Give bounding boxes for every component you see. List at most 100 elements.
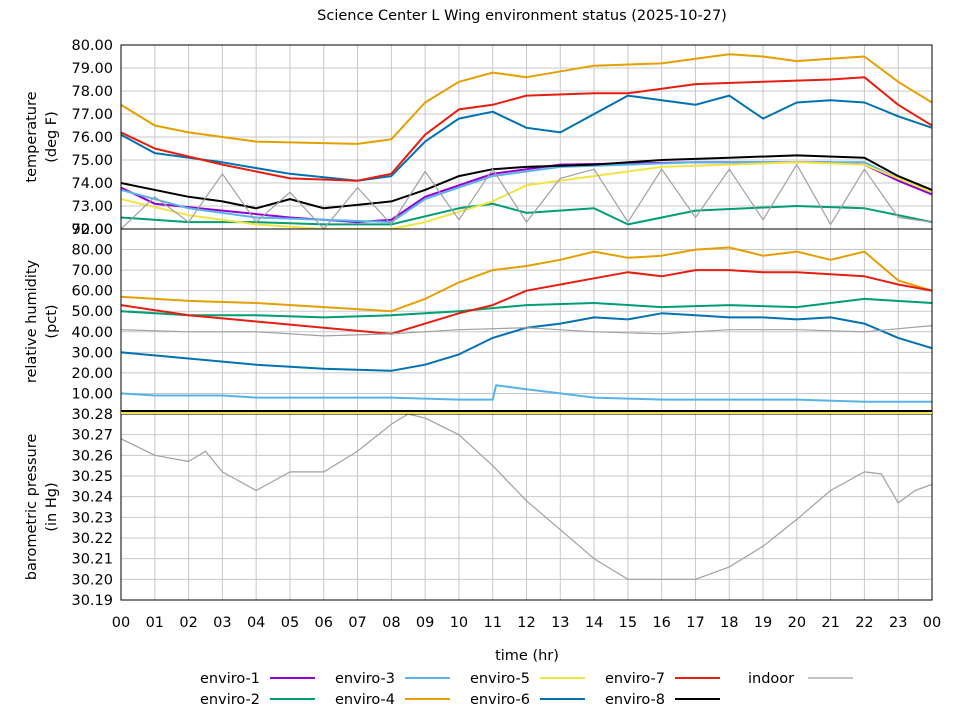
x-tick-label: 03 [213,615,231,631]
y-tick-label: 50.00 [71,304,113,320]
x-tick-label: 15 [619,615,637,631]
series-group [121,53,932,229]
x-tick-label: 02 [179,615,197,631]
series-line-enviro-3 [121,161,932,224]
x-tick-labels: 00 01 02 03 04 05 06 07 08 09 10 11 12 13 14 15 16 17 18 19… [112,615,941,631]
legend-item-enviro-1: enviro-1 [200,671,315,687]
legend-label: enviro-3 [335,671,395,687]
x-tick-label: 16 [652,615,670,631]
series-line-enviro-2 [121,202,932,226]
y-tick-label: 40.00 [71,325,113,341]
y-tick-label: 76.00 [71,130,113,146]
y-axis-label: (pct) [44,304,60,338]
series-line-enviro-4 [121,246,932,313]
y-tick-label: 30.25 [71,469,113,485]
x-tick-label: 14 [585,615,603,631]
panel-3: 30.19 30.20 30.21 30.22 30.23 30.24 30.25 30.26… [24,407,933,609]
legend-label: enviro-2 [200,692,260,708]
legend-item-enviro-6: enviro-6 [470,692,585,708]
y-tick-label: 75.00 [71,153,113,169]
x-tick-label: 18 [720,615,738,631]
series-line-enviro-2 [121,297,932,319]
x-tick-label: 00 [112,615,130,631]
legend-item-enviro-4: enviro-4 [335,692,450,708]
series-line-enviro-4 [121,53,932,145]
legend-item-enviro-8: enviro-8 [605,692,720,708]
series-group [121,246,932,403]
y-tick-label: 30.19 [71,593,113,609]
y-tick-label: 10.00 [71,386,113,402]
y-tick-label: 74.00 [71,176,113,192]
series-line-enviro-7 [121,76,932,182]
x-tick-label: 04 [247,615,265,631]
y-tick-label: 30.27 [71,428,113,444]
chart-title: Science Center L Wing environment status… [317,8,727,24]
panel-separator [121,410,932,414]
y-tick-label: 70.00 [71,263,113,279]
series-line-enviro-5 [121,161,932,229]
y-tick-label: 30.22 [71,531,113,547]
x-tick-label: 21 [821,615,839,631]
x-tick-label: 08 [382,615,400,631]
y-tick-label: 20.00 [71,366,113,382]
y-tick-label: 30.23 [71,510,113,526]
y-tick-label: 30.21 [71,552,113,568]
legend-item-enviro-3: enviro-3 [335,671,450,687]
y-tick-label: 77.00 [71,107,113,123]
y-tick-label: 30.20 [71,572,113,588]
panel-2: 10.00 20.00 30.00 40.00 50.00 60.00 70.00 80.00… [24,222,933,415]
x-tick-label: 20 [788,615,806,631]
x-tick-label: 01 [146,615,164,631]
legend-label: indoor [748,671,794,687]
panels: 72.00 73.00 74.00 75.00 76.00 77.00 78.00 79.00… [24,38,933,609]
y-axis-label: barometric pressure [24,434,40,581]
series-group [121,414,932,580]
y-tick-label: 90.00 [71,222,113,238]
x-tick-label: 23 [889,615,907,631]
series-line-enviro-6 [121,312,932,372]
legend: enviro-1 enviro-2 enviro-3 enviro-4 enviro-5… [200,671,853,708]
y-axis-label: relative humidity [24,259,40,383]
series-line-enviro-8 [121,154,932,210]
y-axis-label: temperature [24,91,40,182]
y-tick-label: 30.26 [71,448,113,464]
y-tick-label: 60.00 [71,284,113,300]
y-tick-label: 30.28 [71,407,113,423]
x-tick-label: 11 [483,615,501,631]
x-tick-label: 09 [416,615,434,631]
y-tick-label: 73.00 [71,199,113,215]
y-axis-label: (in Hg) [44,482,60,531]
y-tick-label: 72.00 [71,222,113,238]
y-tick-label: 80.00 [71,38,113,54]
x-tick-label: 17 [686,615,704,631]
series-line-enviro-3 [121,384,932,403]
x-tick-label: 12 [517,615,535,631]
x-tick-label: 19 [754,615,772,631]
legend-item-enviro-5: enviro-5 [470,671,585,687]
x-tick-label: 13 [551,615,569,631]
x-tick-label: 10 [450,615,468,631]
legend-label: enviro-5 [470,671,530,687]
legend-label: enviro-8 [605,692,665,708]
x-tick-label: 07 [348,615,366,631]
legend-label: enviro-6 [470,692,530,708]
panel-1: 72.00 73.00 74.00 75.00 76.00 77.00 78.00 79.00… [24,38,933,238]
y-axis-label: (deg F) [44,111,60,163]
legend-label: enviro-4 [335,692,395,708]
y-tick-label: 30.00 [71,345,113,361]
x-tick-label: 06 [315,615,333,631]
x-tick-label: 00 [923,615,941,631]
series-line-indoor [121,325,932,337]
y-tick-label: 78.00 [71,84,113,100]
x-tick-label: 22 [855,615,873,631]
series-line-enviro-7 [121,269,932,335]
series-line-indoor [121,414,932,580]
legend-item-indoor: indoor [748,671,853,687]
y-tick-label: 79.00 [71,61,113,77]
series-line-enviro-6 [121,94,932,182]
legend-label: enviro-1 [200,671,260,687]
y-tick-label: 30.24 [71,490,113,506]
x-tick-label: 05 [281,615,299,631]
series-line-indoor [121,164,932,229]
